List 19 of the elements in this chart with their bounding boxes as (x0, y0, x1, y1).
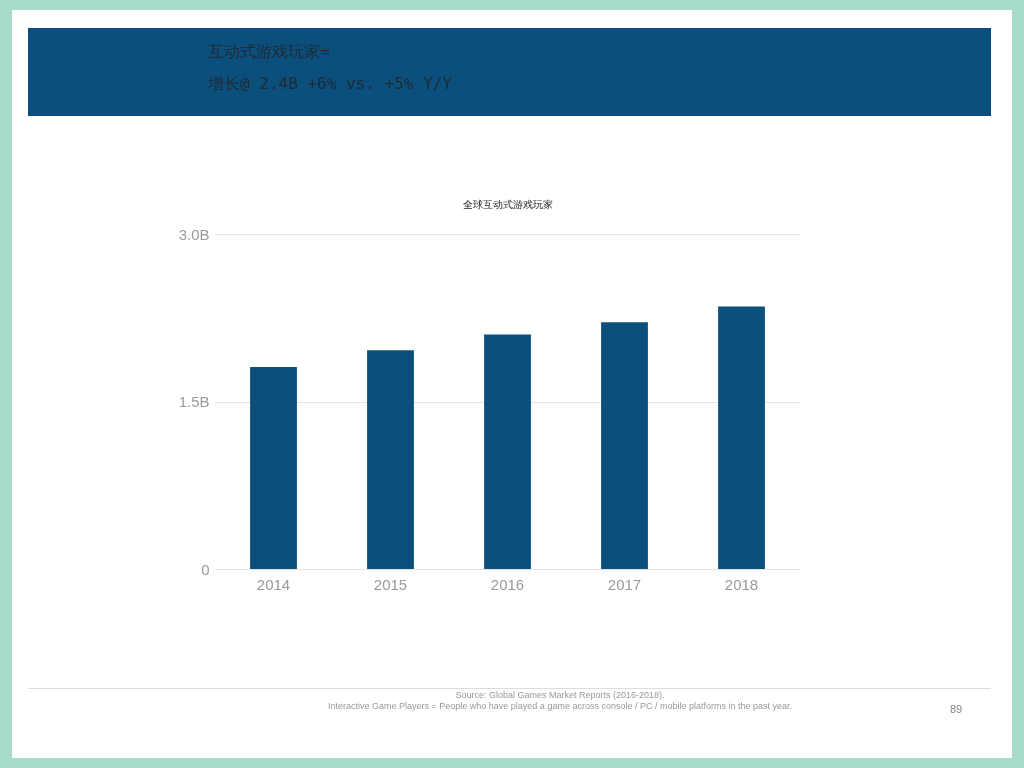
text: 全球互动式游戏玩家 (461, 198, 554, 212)
chart-subtitle: 增长@ 2.4B +6% vs. +5% Y/Y (208, 74, 452, 95)
x-tick-label: 2014 (256, 575, 291, 593)
bar (367, 350, 414, 569)
x-tick-label: 2018 (724, 575, 759, 593)
x-tick-label: 2016 (490, 575, 525, 593)
text: Interactive Game Players = People who have played a game across console / PC / mobile platforms in the past year. (327, 701, 793, 711)
x-tick-label: 2017 (607, 575, 642, 593)
y-tick-label: 0 (201, 560, 210, 578)
y-tick-label: 3.0B (178, 225, 210, 243)
bar (718, 306, 765, 569)
bar (484, 334, 531, 569)
text: 89 (950, 703, 963, 715)
y-tick-label: 1.5B (178, 393, 210, 410)
chart-title: 互动式游戏玩家= (208, 42, 330, 63)
source-note: Source: Global Games Market Reports (2016-2018). (454, 690, 666, 700)
bar (250, 366, 297, 569)
bar (601, 322, 648, 569)
x-tick-label: 2015 (373, 575, 408, 593)
